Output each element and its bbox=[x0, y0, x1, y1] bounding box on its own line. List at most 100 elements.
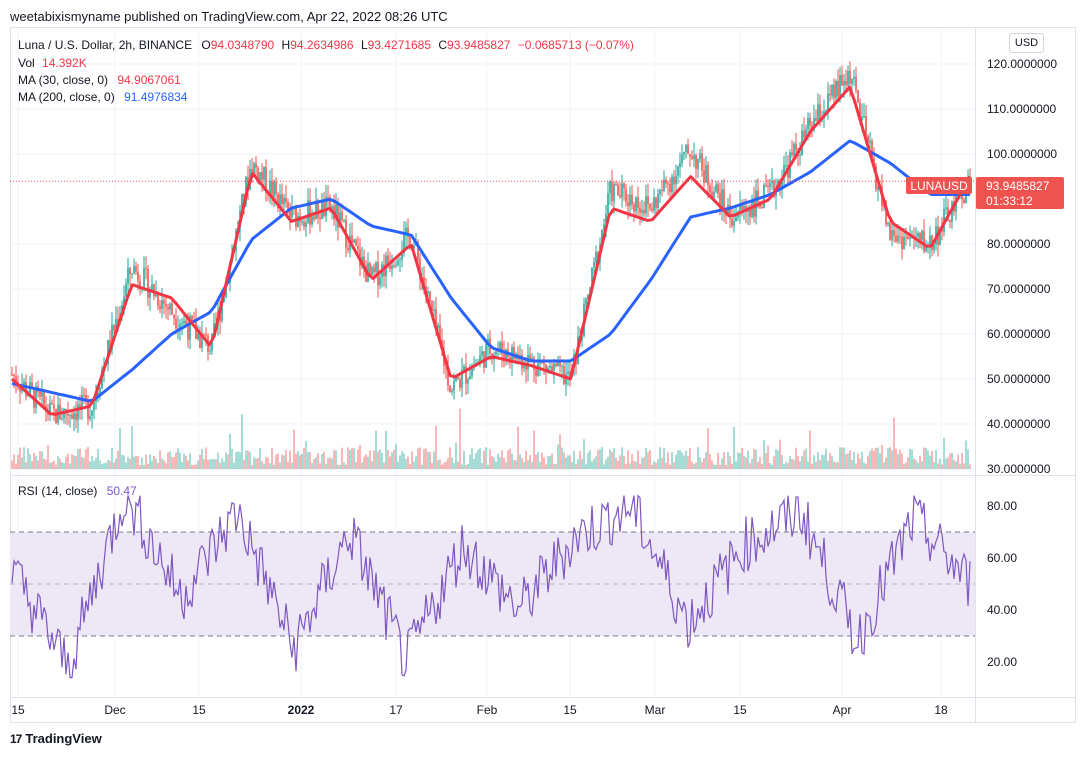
candle-body bbox=[471, 366, 473, 377]
volume-bar bbox=[207, 459, 209, 469]
volume-bar bbox=[889, 447, 891, 469]
candle-body bbox=[395, 265, 397, 267]
legend-symbol[interactable]: Luna / U.S. Dollar, 2h, BINANCE bbox=[18, 38, 193, 52]
volume-bar bbox=[487, 464, 489, 469]
volume-bar bbox=[319, 463, 321, 469]
candle-body bbox=[869, 140, 871, 143]
volume-bar bbox=[263, 463, 265, 469]
volume-bar bbox=[855, 463, 857, 469]
volume-bar bbox=[475, 452, 477, 469]
volume-bar bbox=[143, 464, 145, 469]
candle-body bbox=[843, 81, 845, 86]
volume-bar bbox=[407, 456, 409, 469]
candle-body bbox=[73, 413, 75, 419]
legend-close-label: C bbox=[438, 38, 448, 52]
legend-low-label: L bbox=[360, 38, 368, 52]
tradingview-footer[interactable]: 17 TradingView bbox=[10, 731, 102, 746]
volume-bar bbox=[87, 447, 89, 469]
volume-bar bbox=[887, 447, 889, 469]
candle-body bbox=[917, 233, 919, 237]
volume-bar bbox=[535, 454, 537, 469]
volume-bar bbox=[305, 440, 307, 469]
legend-rsi-row[interactable]: RSI (14, close) 50.47 bbox=[18, 484, 137, 498]
volume-bar bbox=[11, 460, 13, 469]
candle-body bbox=[683, 152, 685, 155]
volume-bar bbox=[65, 456, 67, 469]
volume-bar bbox=[497, 453, 499, 469]
candle-body bbox=[221, 300, 223, 321]
candle-body bbox=[387, 255, 389, 264]
volume-bar bbox=[43, 458, 45, 469]
volume-bar bbox=[949, 453, 951, 469]
volume-bar bbox=[853, 452, 855, 469]
volume-bar bbox=[51, 462, 53, 469]
volume-bar bbox=[215, 459, 217, 469]
volume-bar bbox=[351, 447, 353, 469]
volume-bar bbox=[95, 457, 97, 469]
volume-bar bbox=[299, 455, 301, 469]
candle-body bbox=[807, 117, 809, 130]
legend-ma200-row[interactable]: MA (200, close, 0) 91.4976834 bbox=[18, 90, 187, 104]
volume-bar bbox=[61, 462, 63, 469]
volume-bar bbox=[129, 458, 131, 469]
volume-bar bbox=[225, 452, 227, 469]
candle-body bbox=[139, 281, 141, 290]
legend-ma30-row[interactable]: MA (30, close, 0) 94.9067061 bbox=[18, 73, 181, 87]
volume-bar bbox=[107, 459, 109, 469]
volume-bar bbox=[737, 452, 739, 469]
volume-bar bbox=[69, 463, 71, 469]
volume-bar bbox=[123, 455, 125, 469]
volume-bar bbox=[387, 450, 389, 469]
candle-body bbox=[173, 314, 175, 319]
candle-body bbox=[727, 204, 729, 216]
volume-bar bbox=[287, 461, 289, 469]
volume-bar bbox=[541, 452, 543, 469]
candle-body bbox=[963, 199, 965, 204]
candle-body bbox=[615, 183, 617, 185]
volume-bar bbox=[575, 464, 577, 469]
candle-body bbox=[453, 381, 455, 391]
volume-bar bbox=[705, 452, 707, 469]
volume-bar bbox=[765, 453, 767, 469]
candle-body bbox=[687, 144, 689, 155]
volume-bar bbox=[281, 454, 283, 469]
volume-bar bbox=[533, 430, 535, 469]
candle-body bbox=[155, 293, 157, 297]
volume-bar bbox=[331, 458, 333, 469]
volume-bar bbox=[401, 451, 403, 469]
rsi-axis: 80.00 60.00 40.00 20.00 bbox=[987, 499, 1017, 669]
volume-bar bbox=[523, 462, 525, 469]
volume-bar bbox=[329, 457, 331, 469]
volume-bar bbox=[339, 464, 341, 469]
volume-bar bbox=[457, 461, 459, 469]
volume-bar bbox=[301, 453, 303, 469]
candle-body bbox=[827, 93, 829, 111]
volume-bar bbox=[209, 459, 211, 469]
volume-bar bbox=[805, 448, 807, 469]
volume-bar bbox=[775, 449, 777, 469]
volume-bar bbox=[155, 458, 157, 469]
candle-body bbox=[89, 415, 91, 419]
candle-body bbox=[839, 75, 841, 97]
candle-body bbox=[199, 333, 201, 349]
currency-button[interactable]: USD bbox=[1009, 33, 1044, 53]
candle-body bbox=[831, 84, 833, 96]
candle-body bbox=[309, 200, 311, 225]
price-tick-label: 110.0000000 bbox=[987, 102, 1057, 116]
volume-bar bbox=[701, 461, 703, 469]
volume-bar bbox=[929, 455, 931, 469]
volume-bar bbox=[55, 464, 57, 469]
candle-body bbox=[665, 179, 667, 184]
candle-body bbox=[433, 309, 435, 312]
legend-volume-row[interactable]: Vol 14.392K bbox=[18, 56, 87, 70]
volume-bar bbox=[419, 447, 421, 469]
volume-bar bbox=[41, 451, 43, 469]
candle-body bbox=[61, 418, 63, 420]
volume-bar bbox=[865, 463, 867, 469]
candle-body bbox=[301, 221, 303, 223]
volume-bar bbox=[349, 449, 351, 469]
candle-body bbox=[551, 365, 553, 372]
price-tick-label: 120.0000000 bbox=[987, 57, 1057, 71]
volume-bar bbox=[963, 463, 965, 469]
